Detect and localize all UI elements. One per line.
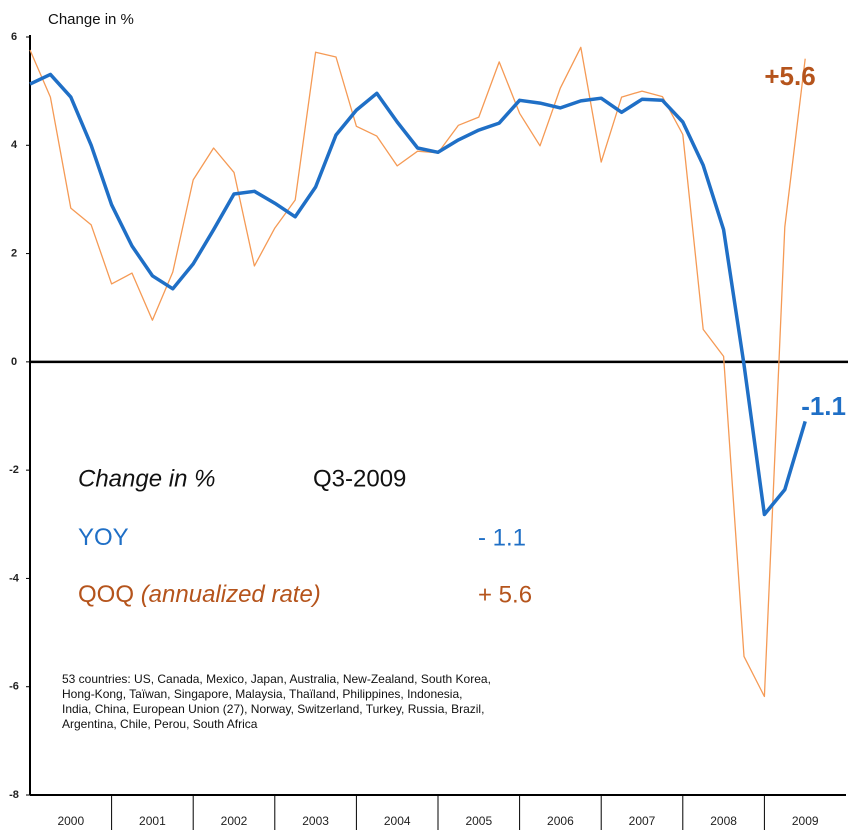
y-tick-label: -8: [9, 789, 19, 801]
footnote: Hong-Kong, Taïwan, Singapore, Malaysia, …: [62, 687, 462, 701]
series-line: [29, 72, 807, 517]
summary-row-name: YOY: [78, 524, 129, 551]
x-tick-label: 2004: [384, 814, 411, 828]
y-tick-label: 4: [11, 139, 18, 151]
footnote: Argentina, Chile, Perou, South Africa: [62, 717, 258, 731]
x-tick-label: 2007: [629, 814, 656, 828]
summary-row-value: - 1.1: [478, 524, 526, 551]
summary-row-note: (annualized rate): [141, 581, 321, 608]
x-tick-label: 2001: [139, 814, 166, 828]
y-tick-label: 6: [11, 31, 17, 43]
summary-row-label: QOQ (annualized rate): [78, 581, 321, 608]
y-tick-label: -4: [9, 572, 20, 584]
x-tick-label: 2002: [221, 814, 248, 828]
summary-heading: Change in %: [78, 465, 215, 492]
x-tick-label: 2006: [547, 814, 574, 828]
y-tick-label: 2: [11, 247, 17, 259]
end-label: -1.1: [801, 391, 846, 421]
footnote: India, China, European Union (27), Norwa…: [62, 702, 484, 716]
summary-row-value: + 5.6: [478, 581, 532, 608]
y-tick-label: -6: [9, 681, 19, 693]
footnote: 53 countries: US, Canada, Mexico, Japan,…: [62, 672, 491, 686]
summary-row-label: YOY: [78, 524, 129, 551]
summary-period: Q3-2009: [313, 465, 406, 492]
x-tick-label: 2005: [465, 814, 492, 828]
x-tick-label: 2008: [710, 814, 737, 828]
y-tick-label: 0: [11, 356, 17, 368]
x-tick-label: 2003: [302, 814, 329, 828]
summary-row-name: QOQ: [78, 581, 134, 608]
x-tick-label: 2009: [792, 814, 819, 828]
end-label: +5.6: [764, 61, 815, 91]
y-tick-label: -2: [9, 464, 19, 476]
y-axis-title: Change in %: [48, 11, 134, 28]
series-line: [29, 46, 806, 698]
x-tick-label: 2000: [57, 814, 84, 828]
